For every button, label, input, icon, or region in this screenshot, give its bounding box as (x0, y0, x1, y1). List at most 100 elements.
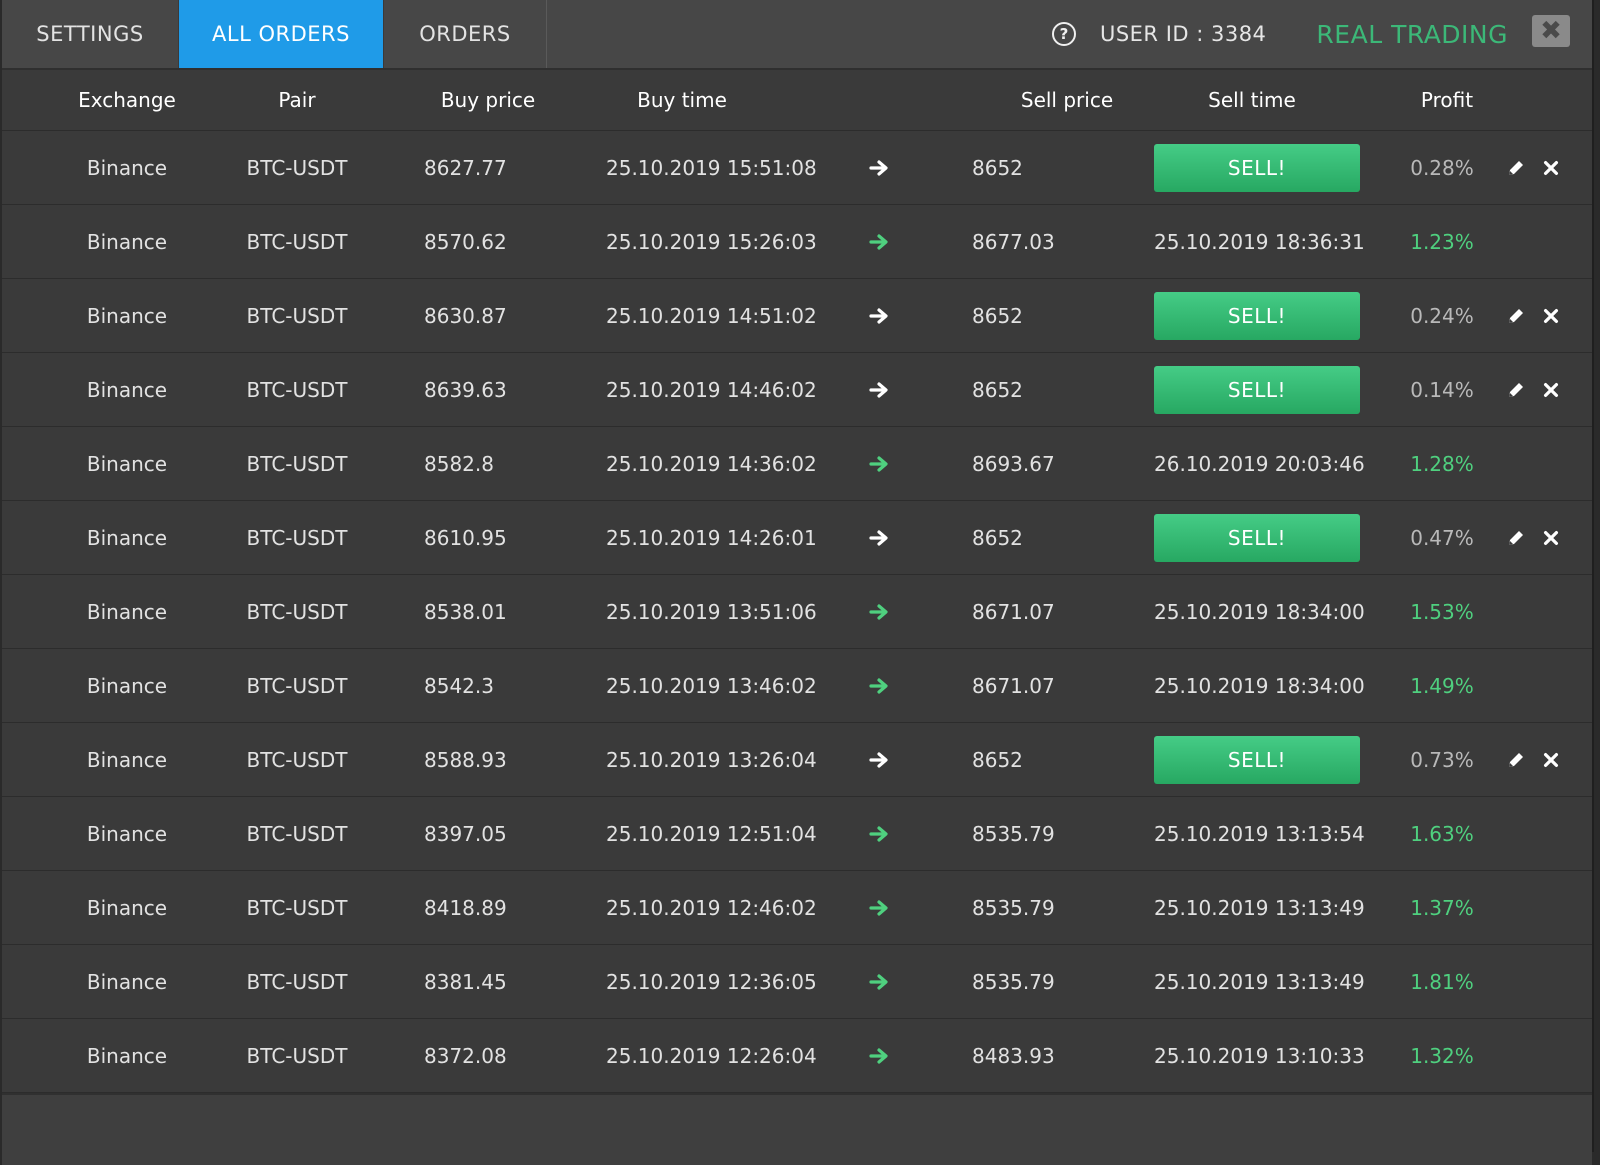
cell-buy-price: 8582.8 (424, 451, 494, 476)
arrow-right-icon (868, 871, 892, 944)
cell-sell-price: 8671.07 (972, 673, 1055, 698)
cell-exchange: Binance (86, 451, 168, 476)
arrow-right-icon (868, 575, 892, 648)
cell-sell-time: SELL! (1154, 279, 1360, 352)
pencil-icon[interactable] (1506, 528, 1526, 548)
pencil-icon[interactable] (1506, 306, 1526, 326)
orders-table-body: Binance BTC-USDT 8627.77 25.10.2019 15:51:0… (2, 131, 1592, 1093)
column-header-exchange: Exchange (78, 88, 176, 112)
user-id-label: USER ID : 3384 (1099, 22, 1267, 46)
arrow-right-icon (868, 797, 892, 870)
tab-orders[interactable]: ORDERS (384, 0, 547, 68)
cell-buy-price: 8570.62 (424, 229, 507, 254)
cell-sell-price: 8652 (972, 155, 1023, 180)
cell-exchange: Binance (86, 599, 168, 624)
cell-buy-price: 8418.89 (424, 895, 507, 920)
close-icon[interactable]: ✖ (1532, 15, 1570, 47)
cell-buy-time: 25.10.2019 12:51:04 (606, 821, 817, 846)
help-circle-icon[interactable]: ? (1051, 22, 1076, 46)
cell-pair: BTC-USDT (246, 895, 348, 920)
cell-pair: BTC-USDT (246, 525, 348, 550)
cell-pair: BTC-USDT (246, 229, 348, 254)
x-icon[interactable] (1542, 306, 1562, 326)
cell-sell-time: 25.10.2019 18:34:00 (1154, 599, 1365, 624)
cell-sell-time: 25.10.2019 13:13:49 (1154, 969, 1365, 994)
cell-profit: 1.28% (1410, 451, 1474, 476)
cell-profit: 1.23% (1410, 229, 1474, 254)
cell-pair: BTC-USDT (246, 969, 348, 994)
tab-all-orders[interactable]: ALL ORDERS (179, 0, 384, 68)
x-icon[interactable] (1542, 528, 1562, 548)
cell-pair: BTC-USDT (246, 673, 348, 698)
cell-buy-time: 25.10.2019 14:46:02 (606, 377, 817, 402)
cell-buy-price: 8639.63 (424, 377, 507, 402)
table-row: Binance BTC-USDT 8372.08 25.10.2019 12:26:0… (2, 1019, 1592, 1093)
table-header: Exchange Pair Buy price Buy time Sell pr… (2, 70, 1592, 131)
cell-buy-time: 25.10.2019 14:51:02 (606, 303, 817, 328)
table-row: Binance BTC-USDT 8639.63 25.10.2019 14:46:0… (2, 353, 1592, 427)
table-row: Binance BTC-USDT 8610.95 25.10.2019 14:26:0… (2, 501, 1592, 575)
cell-pair: BTC-USDT (246, 821, 348, 846)
table-row: Binance BTC-USDT 8627.77 25.10.2019 15:51:0… (2, 131, 1592, 205)
cell-buy-time: 25.10.2019 12:26:04 (606, 1043, 817, 1068)
cell-buy-price: 8610.95 (424, 525, 507, 550)
sell-button[interactable]: SELL! (1154, 291, 1360, 340)
cell-pair: BTC-USDT (246, 599, 348, 624)
sell-button[interactable]: SELL! (1154, 143, 1360, 192)
arrow-right-icon (868, 131, 892, 204)
x-icon[interactable] (1542, 158, 1562, 178)
arrow-right-icon (868, 205, 892, 278)
cell-sell-price: 8677.03 (972, 229, 1055, 254)
table-row: Binance BTC-USDT 8538.01 25.10.2019 13:51:0… (2, 575, 1592, 649)
cell-sell-price: 8652 (972, 525, 1023, 550)
arrow-right-icon (868, 723, 892, 796)
column-header-sell-price: Sell price (1020, 88, 1114, 112)
row-actions (1506, 353, 1562, 426)
cell-profit: 1.32% (1410, 1043, 1474, 1068)
cell-sell-price: 8652 (972, 747, 1023, 772)
table-row: Binance BTC-USDT 8570.62 25.10.2019 15:26:0… (2, 205, 1592, 279)
column-header-buy-price: Buy price (440, 88, 536, 112)
x-icon[interactable] (1542, 380, 1562, 400)
pencil-icon[interactable] (1506, 750, 1526, 770)
sell-button[interactable]: SELL! (1154, 735, 1360, 784)
cell-buy-time: 25.10.2019 12:36:05 (606, 969, 817, 994)
sell-button[interactable]: SELL! (1154, 513, 1360, 562)
table-row: Binance BTC-USDT 8588.93 25.10.2019 13:26:0… (2, 723, 1592, 797)
cell-exchange: Binance (86, 303, 168, 328)
cell-sell-time: 25.10.2019 18:36:31 (1154, 229, 1365, 254)
cell-profit: 0.28% (1410, 155, 1474, 180)
cell-pair: BTC-USDT (246, 303, 348, 328)
cell-buy-price: 8630.87 (424, 303, 507, 328)
cell-buy-time: 25.10.2019 12:46:02 (606, 895, 817, 920)
cell-sell-price: 8535.79 (972, 821, 1055, 846)
table-row: Binance BTC-USDT 8630.87 25.10.2019 14:51:0… (2, 279, 1592, 353)
cell-exchange: Binance (86, 969, 168, 994)
column-header-profit: Profit (1420, 88, 1474, 112)
pencil-icon[interactable] (1506, 158, 1526, 178)
arrow-right-icon (868, 353, 892, 426)
cell-profit: 0.47% (1410, 525, 1474, 550)
cell-profit: 1.81% (1410, 969, 1474, 994)
cell-sell-time: 25.10.2019 13:10:33 (1154, 1043, 1365, 1068)
cell-sell-price: 8535.79 (972, 969, 1055, 994)
cell-pair: BTC-USDT (246, 155, 348, 180)
cell-sell-price: 8483.93 (972, 1043, 1055, 1068)
pencil-icon[interactable] (1506, 380, 1526, 400)
row-actions (1506, 501, 1562, 574)
sell-button[interactable]: SELL! (1154, 365, 1360, 414)
cell-buy-time: 25.10.2019 14:36:02 (606, 451, 817, 476)
arrow-right-icon (868, 279, 892, 352)
cell-sell-time: SELL! (1154, 353, 1360, 426)
table-row: Binance BTC-USDT 8542.3 25.10.2019 13:46:02… (2, 649, 1592, 723)
tab-settings[interactable]: SETTINGS (2, 0, 179, 68)
cell-profit: 0.73% (1410, 747, 1474, 772)
cell-profit: 1.53% (1410, 599, 1474, 624)
cell-sell-price: 8652 (972, 377, 1023, 402)
x-icon[interactable] (1542, 750, 1562, 770)
cell-sell-time: 25.10.2019 18:34:00 (1154, 673, 1365, 698)
cell-buy-time: 25.10.2019 15:51:08 (606, 155, 817, 180)
row-actions (1506, 131, 1562, 204)
cell-sell-time: 25.10.2019 13:13:49 (1154, 895, 1365, 920)
cell-buy-time: 25.10.2019 13:26:04 (606, 747, 817, 772)
